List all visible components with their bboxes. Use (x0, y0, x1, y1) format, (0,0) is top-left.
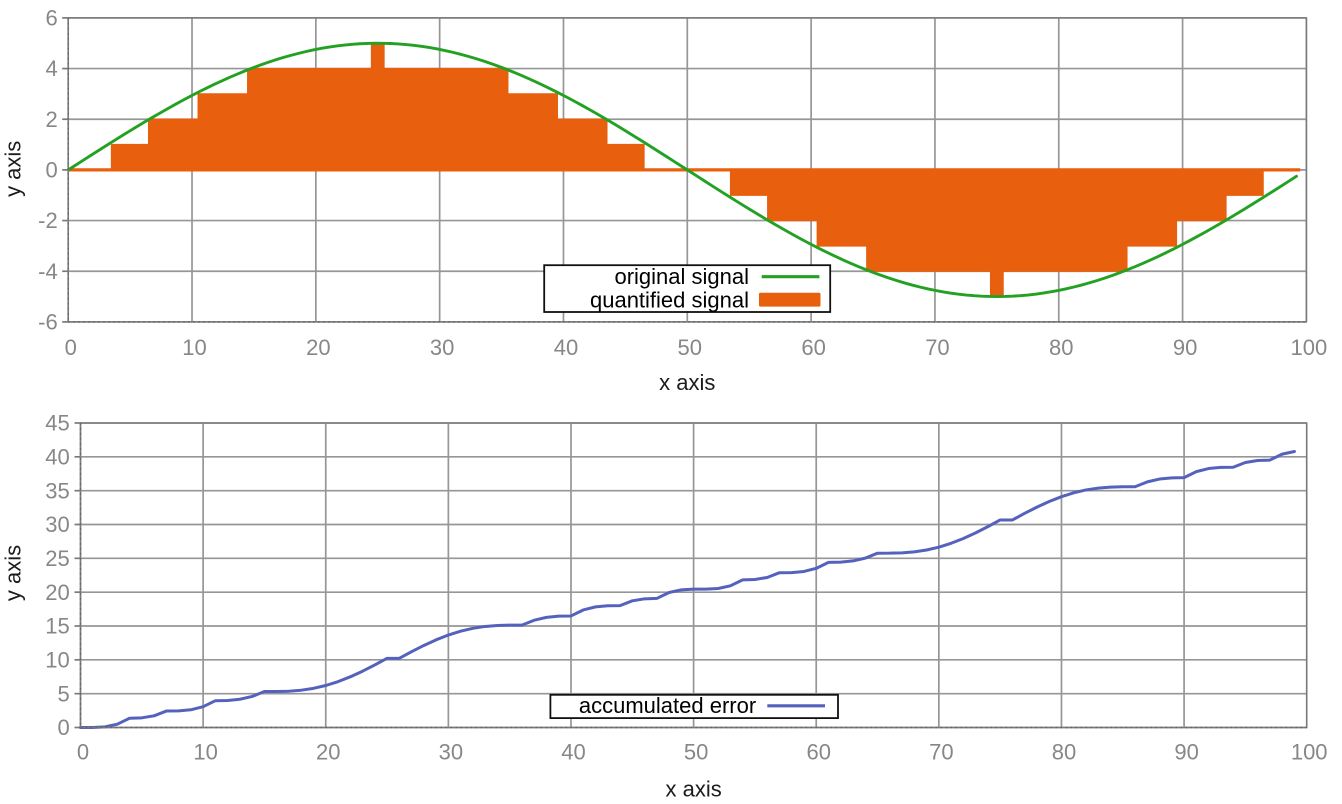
svg-text:30: 30 (45, 512, 69, 537)
svg-text:10: 10 (182, 335, 206, 360)
svg-text:-4: -4 (38, 259, 58, 284)
svg-text:35: 35 (45, 478, 69, 503)
svg-text:20: 20 (45, 580, 69, 605)
svg-text:50: 50 (684, 739, 708, 764)
svg-text:70: 70 (925, 335, 949, 360)
svg-text:30: 30 (439, 739, 463, 764)
svg-text:-2: -2 (38, 208, 58, 233)
svg-text:40: 40 (554, 335, 578, 360)
svg-text:0: 0 (45, 158, 57, 183)
svg-text:70: 70 (929, 739, 953, 764)
svg-text:4: 4 (45, 56, 57, 81)
svg-text:x axis: x axis (665, 777, 721, 802)
svg-text:20: 20 (316, 739, 340, 764)
svg-text:80: 80 (1049, 335, 1073, 360)
svg-text:15: 15 (45, 614, 69, 639)
svg-text:original signal: original signal (614, 264, 749, 289)
svg-text:40: 40 (561, 739, 585, 764)
svg-text:100: 100 (1291, 335, 1328, 360)
svg-text:accumulated error: accumulated error (579, 693, 756, 718)
svg-text:quantified signal: quantified signal (590, 287, 749, 312)
svg-text:100: 100 (1291, 739, 1328, 764)
svg-text:50: 50 (678, 335, 702, 360)
svg-text:60: 60 (801, 335, 825, 360)
svg-text:20: 20 (306, 335, 330, 360)
svg-text:0: 0 (57, 715, 69, 740)
svg-text:60: 60 (806, 739, 830, 764)
svg-text:y axis: y axis (1, 545, 26, 601)
svg-text:10: 10 (45, 647, 69, 672)
svg-text:25: 25 (45, 546, 69, 571)
svg-text:-6: -6 (38, 310, 58, 335)
svg-text:90: 90 (1173, 335, 1197, 360)
svg-text:2: 2 (45, 107, 57, 132)
svg-text:0: 0 (77, 739, 89, 764)
svg-text:40: 40 (45, 444, 69, 469)
svg-text:80: 80 (1052, 739, 1076, 764)
svg-text:0: 0 (65, 335, 77, 360)
svg-text:5: 5 (57, 681, 69, 706)
svg-text:90: 90 (1174, 739, 1198, 764)
svg-text:30: 30 (430, 335, 454, 360)
svg-text:10: 10 (193, 739, 217, 764)
svg-text:45: 45 (45, 411, 69, 436)
svg-text:6: 6 (45, 6, 57, 31)
svg-text:x axis: x axis (659, 370, 715, 395)
svg-text:y axis: y axis (1, 141, 26, 197)
